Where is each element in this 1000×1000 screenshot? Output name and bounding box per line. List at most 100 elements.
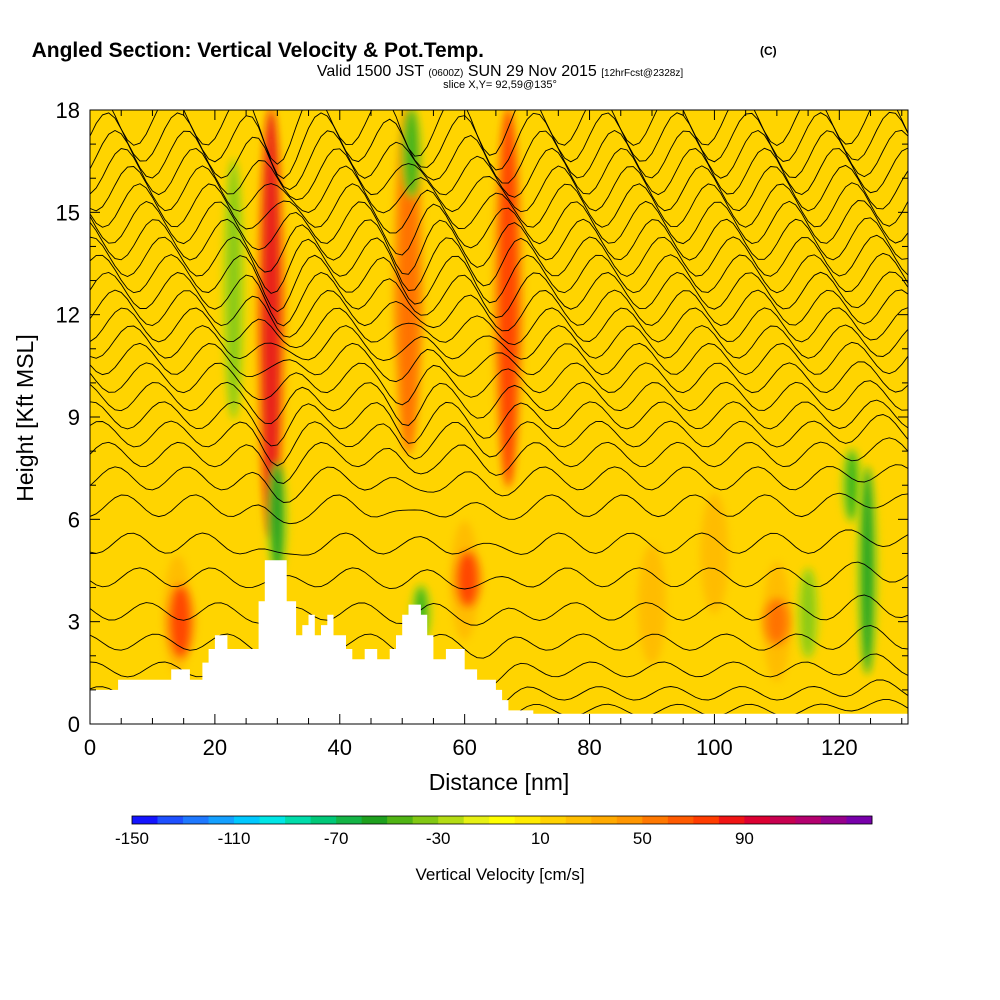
terrain-mask <box>90 560 908 724</box>
y-tick-label: 3 <box>68 610 80 635</box>
isentrope-line <box>90 307 908 349</box>
isentrope-line <box>90 437 908 484</box>
downdraft-core <box>861 468 874 673</box>
updraft-core <box>458 553 477 605</box>
colorbar-swatch <box>438 816 465 824</box>
colorbar-swatch <box>259 816 286 824</box>
isentrope-line <box>90 234 908 294</box>
colorbar-swatch <box>285 816 312 824</box>
colorbar-swatch <box>795 816 822 824</box>
colorbar-swatch <box>514 816 541 824</box>
plot-area <box>90 110 908 724</box>
colorbar-swatch <box>667 816 694 824</box>
colorbar-swatch <box>234 816 260 824</box>
isentrope-line <box>90 380 908 426</box>
isentrope-line <box>111 110 908 165</box>
chart-subtitle: Valid 1500 JST (0600Z) SUN 29 Nov 2015 [… <box>317 63 683 80</box>
vv-backdrop-patch <box>700 493 729 614</box>
isentrope-line <box>90 289 908 338</box>
slice-info: slice X,Y= 92,59@135° <box>443 79 557 91</box>
isentrope-line <box>90 271 908 327</box>
downdraft-core <box>802 570 815 656</box>
y-tick-label: 6 <box>68 507 80 532</box>
isentrope-line <box>90 414 908 467</box>
colorbar-swatch <box>208 816 235 824</box>
downdraft-core <box>845 451 858 520</box>
isentrope-line <box>90 464 908 503</box>
isentrope-line <box>90 561 908 590</box>
colorbar-swatch <box>744 816 771 824</box>
x-tick-label: 40 <box>328 735 352 760</box>
isentrope-line <box>90 594 908 626</box>
colorbar-swatch <box>157 816 184 824</box>
colorbar-swatch <box>693 816 720 824</box>
isentrope-line <box>90 217 908 275</box>
colorbar-swatch <box>489 816 516 824</box>
isentrope-line <box>90 341 908 383</box>
subtitle-utc: (0600Z) <box>428 68 463 79</box>
colorbar-swatch <box>412 816 439 824</box>
isentrope-line <box>90 492 908 525</box>
colorbar-tick-label: -150 <box>115 829 149 848</box>
chart-title-suffix: (C) <box>760 44 777 58</box>
isentrope-line <box>90 324 908 361</box>
x-axis-label: Distance [nm] <box>429 769 570 795</box>
y-tick-label: 12 <box>56 303 80 328</box>
isentrope-line <box>90 529 908 556</box>
subtitle-date: SUN 29 Nov 2015 <box>468 63 597 80</box>
colorbar-swatch <box>591 816 618 824</box>
colorbar-swatch <box>183 816 209 824</box>
colorbar-tick-label: 50 <box>633 829 652 848</box>
isentrope-line <box>90 625 908 659</box>
colorbar-swatch <box>387 816 414 824</box>
updraft-core <box>499 110 518 486</box>
colorbar-swatch <box>565 816 592 824</box>
axes: 0 20 40 60 80 100 120 0 3 6 9 12 15 18 <box>56 98 908 760</box>
colorbar-swatch <box>718 816 745 824</box>
colorbar-swatch <box>336 816 363 824</box>
updraft-core <box>262 110 281 537</box>
downdraft-core <box>271 464 284 574</box>
colorbar-tick-label: -70 <box>324 829 349 848</box>
x-tick-label: 80 <box>577 735 601 760</box>
colorbar-tick-label: 90 <box>735 829 754 848</box>
chart-title: Angled Section: Vertical Velocity & Pot.… <box>32 39 484 62</box>
x-tick-label: 60 <box>452 735 476 760</box>
x-tick-label: 20 <box>203 735 227 760</box>
isentrope-line <box>90 164 908 214</box>
colorbar-swatch <box>616 816 643 824</box>
vv-backdrop-patch <box>637 544 666 665</box>
isentrope-line <box>90 182 908 234</box>
isentrope-line <box>90 399 908 447</box>
x-tick-label: 0 <box>84 735 96 760</box>
colorbar-tick-label: -30 <box>426 829 451 848</box>
y-tick-label: 9 <box>68 405 80 430</box>
isentrope-line <box>90 111 908 180</box>
colorbar-tick-label: -110 <box>218 829 251 848</box>
colorbar-swatch <box>820 816 847 824</box>
isentrope-line <box>90 147 908 201</box>
colorbar-swatch <box>846 816 873 824</box>
colorbar-swatch <box>540 816 567 824</box>
y-tick-label: 0 <box>68 712 80 737</box>
colorbar-swatch <box>361 816 388 824</box>
colorbar-swatch <box>463 816 490 824</box>
y-tick-label: 18 <box>56 98 80 123</box>
x-tick-label: 100 <box>696 735 733 760</box>
colorbar-swatch <box>769 816 796 824</box>
isentrope-line <box>90 361 908 406</box>
colorbar-swatch <box>642 816 669 824</box>
isentrope-line <box>90 252 908 313</box>
colorbar-swatch <box>132 816 158 824</box>
colorbar-label: Vertical Velocity [cm/s] <box>415 865 584 884</box>
updraft-core <box>767 601 786 643</box>
subtitle-forecast: [12hrFcst@2328z] <box>601 68 683 79</box>
y-tick-label: 15 <box>56 200 80 225</box>
updraft-core <box>171 587 190 656</box>
colorbar-tick-label: 10 <box>531 829 550 848</box>
subtitle-valid: Valid 1500 JST <box>317 63 425 80</box>
x-tick-label: 120 <box>821 735 858 760</box>
vertical-velocity-field <box>163 110 880 682</box>
colorbar-frame <box>131 815 873 825</box>
